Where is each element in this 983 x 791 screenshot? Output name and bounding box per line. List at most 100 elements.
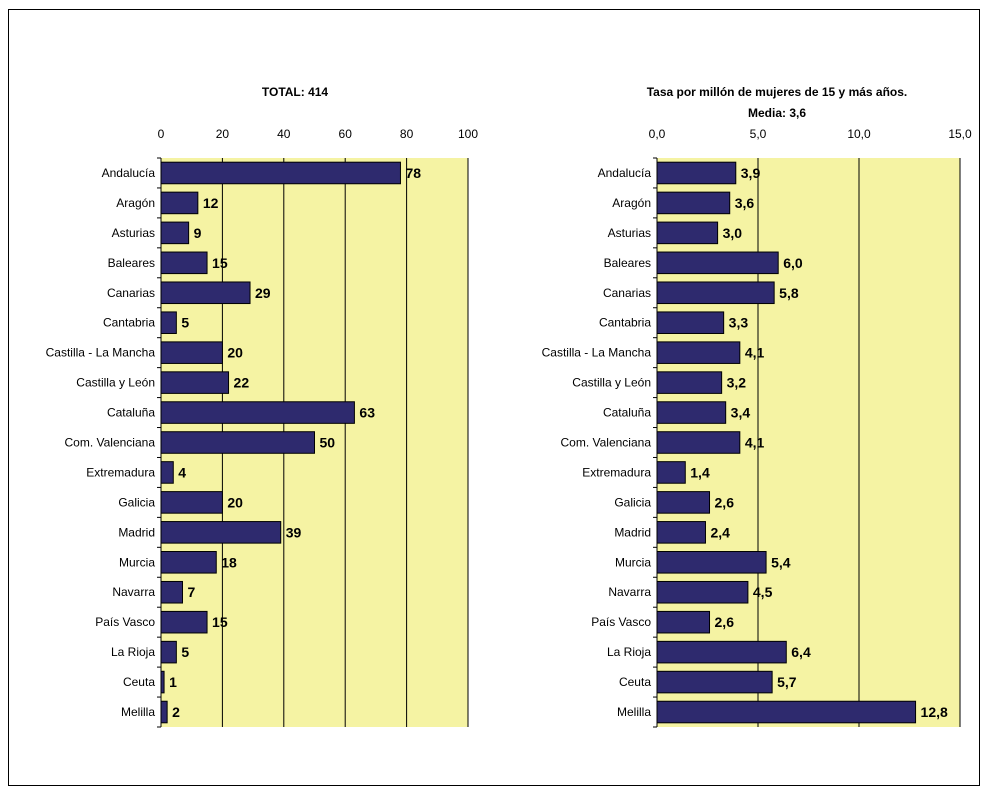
value-label: 3,2 [727, 375, 747, 391]
category-label: Com. Valenciana [65, 436, 156, 450]
category-label: Galicia [118, 495, 155, 509]
value-label: 20 [227, 494, 243, 510]
category-label: Baleares [108, 256, 155, 270]
x-tick-label: 80 [400, 127, 414, 141]
value-label: 1 [169, 674, 177, 690]
bar [160, 700, 168, 724]
value-label: 4,1 [745, 435, 765, 451]
x-tick-label: 40 [277, 127, 291, 141]
category-label: Murcia [615, 555, 651, 569]
category-label: Madrid [614, 525, 651, 539]
value-label: 29 [255, 285, 271, 301]
bar [160, 281, 251, 305]
category-label: Ceuta [123, 675, 155, 689]
bar [656, 521, 706, 544]
bar [656, 191, 731, 215]
bar [656, 580, 749, 604]
category-label: Com. Valenciana [561, 436, 652, 450]
value-label: 3,0 [723, 225, 743, 241]
category-label: Navarra [112, 585, 155, 599]
value-label: 5,4 [771, 554, 791, 570]
value-label: 7 [187, 584, 195, 600]
category-label: País Vasco [95, 615, 155, 629]
x-tick-label: 60 [339, 127, 353, 141]
bar [160, 161, 401, 185]
category-label: País Vasco [591, 615, 651, 629]
value-label: 22 [234, 375, 250, 391]
bar [656, 281, 775, 305]
bar [160, 341, 223, 364]
category-label: Castilla y León [76, 376, 155, 390]
value-label: 63 [359, 405, 375, 421]
category-label: Melilla [617, 705, 651, 719]
category-label: Canarias [107, 286, 155, 300]
bar [656, 251, 779, 275]
category-label: Madrid [118, 525, 155, 539]
x-tick-label: 5,0 [750, 127, 767, 141]
category-label: Extremadura [86, 465, 155, 479]
category-label: Castilla - La Mancha [46, 346, 156, 360]
bar [160, 431, 315, 454]
chart-title: TOTAL: 414 [262, 85, 329, 99]
category-label: Cantabria [599, 316, 651, 330]
value-label: 3,3 [729, 315, 749, 331]
bar [160, 610, 208, 634]
bar [656, 700, 917, 724]
category-label: Castilla - La Mancha [542, 346, 652, 360]
value-label: 1,4 [690, 464, 710, 480]
x-tick-label: 0 [158, 127, 165, 141]
value-label: 12,8 [921, 704, 948, 720]
x-tick-label: 0,0 [649, 127, 666, 141]
bar [656, 640, 787, 664]
category-label: Galicia [614, 495, 651, 509]
category-label: Ceuta [619, 675, 651, 689]
value-label: 4,5 [753, 584, 773, 600]
value-label: 20 [227, 345, 243, 361]
chart-subtitle: Media: 3,6 [748, 106, 806, 120]
bar [656, 670, 773, 694]
value-label: 78 [405, 165, 421, 181]
value-label: 15 [212, 614, 228, 630]
value-label: 6,0 [783, 255, 803, 271]
bar [160, 191, 199, 215]
category-label: Cataluña [603, 406, 651, 420]
value-label: 2,4 [710, 524, 730, 540]
value-label: 6,4 [791, 644, 811, 660]
x-tick-label: 20 [216, 127, 230, 141]
value-label: 50 [320, 435, 336, 451]
category-label: Baleares [604, 256, 651, 270]
category-label: La Rioja [607, 645, 651, 659]
bar [160, 251, 208, 275]
bar [656, 461, 686, 484]
value-label: 2,6 [715, 494, 735, 510]
bar [160, 461, 174, 484]
category-label: Andalucía [102, 166, 156, 180]
category-label: Melilla [121, 705, 155, 719]
bar [656, 341, 741, 364]
x-tick-label: 10,0 [847, 127, 871, 141]
value-label: 12 [203, 195, 219, 211]
bar [656, 610, 711, 634]
bar [160, 491, 223, 514]
category-label: Aragón [612, 196, 651, 210]
value-label: 3,6 [735, 195, 755, 211]
value-label: 18 [221, 554, 237, 570]
bar [656, 491, 711, 514]
bar [160, 371, 230, 394]
chart-title: Tasa por millón de mujeres de 15 y más a… [647, 85, 908, 99]
category-label: Extremadura [582, 465, 651, 479]
value-label: 3,9 [741, 165, 761, 181]
bar [656, 371, 723, 394]
bar [656, 311, 725, 334]
value-label: 5,8 [779, 285, 799, 301]
category-label: Asturias [608, 226, 651, 240]
chart-rate: Tasa por millón de mujeres de 15 y más a… [542, 85, 972, 728]
bar [656, 221, 719, 245]
bar [160, 640, 177, 664]
bar [656, 401, 727, 424]
category-label: Asturias [112, 226, 155, 240]
value-label: 3,4 [731, 405, 751, 421]
bar [160, 521, 282, 544]
bar [160, 311, 177, 334]
